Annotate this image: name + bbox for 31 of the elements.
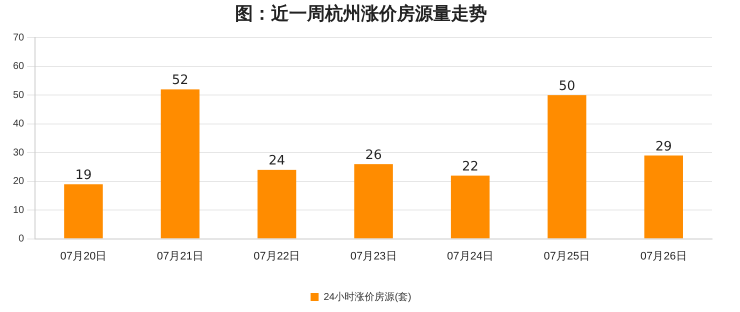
y-tick-label: 30 [13, 147, 25, 158]
bar [548, 95, 586, 238]
data-label: 52 [172, 73, 188, 88]
data-label: 29 [655, 139, 672, 154]
y-tick-label: 10 [13, 204, 25, 216]
data-label: 26 [365, 148, 382, 163]
x-tick-label: 07月22日 [254, 250, 300, 262]
x-tick-label: 07月26日 [640, 250, 687, 262]
bar [160, 89, 200, 238]
data-label: 50 [558, 78, 576, 94]
y-tick-label: 70 [13, 32, 25, 44]
data-label: 19 [75, 168, 92, 184]
x-tick-label: 07月25日 [544, 250, 590, 262]
bar [258, 170, 296, 238]
bar [64, 184, 103, 238]
bar [644, 155, 683, 238]
data-label: 24 [268, 154, 286, 169]
x-tick-label: 07月23日 [350, 250, 397, 262]
y-tick-label: 50 [13, 90, 25, 101]
y-tick-label: 40 [13, 118, 25, 130]
y-tick-label: 20 [13, 176, 25, 188]
y-tick-label: 60 [13, 61, 25, 72]
chart-title: 图：近一周杭州涨价房源量走势 [235, 3, 487, 24]
x-tick-label: 07月24日 [447, 250, 494, 262]
bar [450, 176, 490, 238]
data-label: 22 [462, 159, 479, 174]
legend-label: 24小时涨价房源(套) [324, 290, 412, 303]
x-tick-label: 07月21日 [156, 250, 204, 262]
y-tick-label: 0 [18, 234, 25, 245]
x-tick-label: 07月20日 [60, 250, 107, 262]
bar [354, 164, 393, 238]
